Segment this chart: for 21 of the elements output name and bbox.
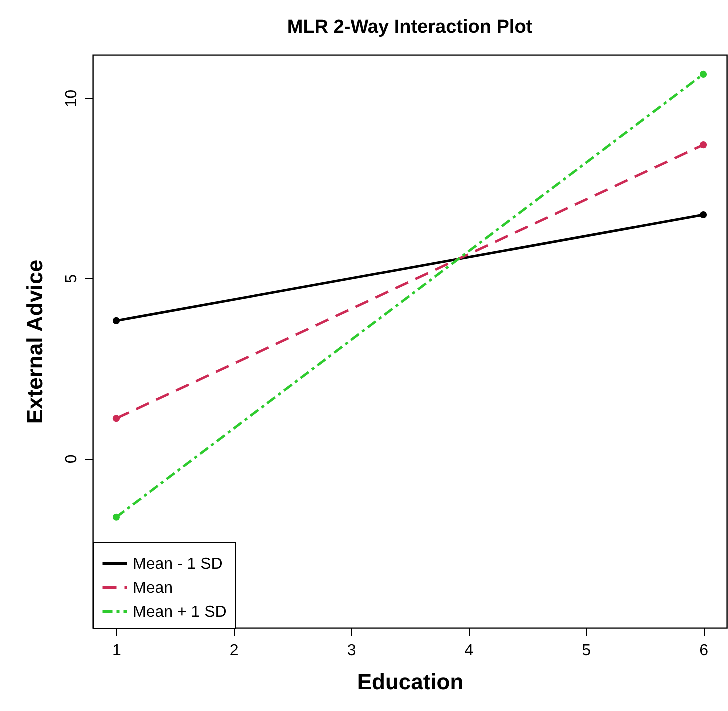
x-tick-label: 2 (230, 642, 239, 660)
y-tick-label: 10 (64, 90, 80, 108)
y-tick-label: 0 (64, 454, 80, 464)
x-tick-label: 5 (582, 642, 592, 660)
point (112, 514, 120, 521)
y-axis-title: External Advice (22, 260, 48, 424)
chart-title: MLR 2-Way Interaction Plot (287, 17, 534, 38)
x-tick-label: 6 (700, 642, 709, 660)
point (700, 211, 708, 219)
legend-label: Mean + 1 SD (133, 604, 227, 621)
x-tick-label: 1 (112, 642, 122, 660)
y-tick-label: 5 (64, 274, 80, 284)
legend-label: Mean - 1 SD (133, 556, 223, 573)
point (112, 317, 120, 324)
point (112, 415, 120, 422)
x-tick-label: 3 (347, 642, 356, 660)
point (700, 142, 708, 149)
x-axis-title: Education (357, 670, 464, 694)
legend-label: Mean (133, 580, 174, 597)
x-tick-label: 4 (464, 642, 474, 660)
point (700, 70, 708, 78)
